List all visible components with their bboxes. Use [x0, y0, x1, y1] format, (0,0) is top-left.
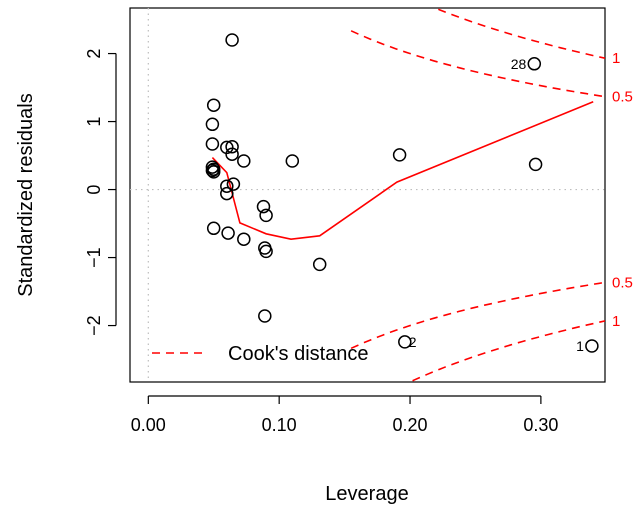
cooks-contour-upper-1	[432, 8, 605, 59]
data-point	[206, 98, 221, 112]
data-point	[256, 199, 271, 214]
data-point	[259, 208, 273, 223]
y-tick-label: −1	[84, 247, 104, 268]
data-point	[398, 335, 412, 349]
data-point	[312, 257, 327, 272]
data-point	[226, 177, 241, 191]
x-tick-label: 0.30	[523, 415, 558, 435]
plot-frame	[129, 7, 606, 383]
legend-label-cooks-distance: Cook's distance	[228, 343, 369, 365]
data-point	[259, 244, 273, 259]
data-point	[527, 57, 542, 71]
y-tick-label: −2	[84, 315, 104, 336]
data-point	[206, 162, 221, 176]
x-axis-title: Leverage	[325, 483, 408, 505]
y-axis-title: Standardized residuals	[15, 93, 37, 296]
legend: Cook's distance	[152, 343, 369, 365]
data-point	[225, 33, 239, 47]
cooks-distance-contours	[350, 8, 605, 382]
point-label: 28	[511, 56, 527, 72]
data-point	[225, 147, 239, 161]
data-point	[205, 117, 220, 132]
cooks-level-label: 1	[612, 50, 620, 67]
cooks-contour-lower-0-5	[350, 281, 605, 350]
x-axis: 0.00 0.10 0.20 0.30	[131, 395, 558, 435]
data-point	[205, 137, 220, 151]
point-labels-group: 28 2 1	[409, 56, 584, 354]
cooks-level-label: 0.5	[612, 89, 633, 106]
cooks-contour-upper-0-5	[350, 30, 605, 98]
data-point	[225, 139, 239, 154]
points-group	[205, 33, 599, 353]
data-point	[206, 221, 221, 236]
y-tick-label: 0	[84, 185, 104, 195]
cooks-level-label: 0.5	[612, 274, 633, 291]
data-point	[528, 157, 543, 172]
data-point	[392, 148, 407, 162]
data-point	[221, 226, 235, 240]
reference-lines	[130, 8, 605, 382]
data-point	[585, 339, 599, 353]
y-axis: −2 −1 0 1 2	[84, 49, 117, 336]
x-tick-label: 0.10	[262, 415, 297, 435]
y-tick-label: 1	[84, 117, 104, 127]
point-label: 1	[576, 338, 584, 354]
cooks-level-label: 1	[612, 313, 620, 330]
data-point	[258, 309, 272, 323]
data-point	[285, 154, 300, 168]
data-point	[220, 179, 234, 193]
x-tick-label: 0.20	[393, 415, 428, 435]
x-tick-label: 0.00	[131, 415, 166, 435]
y-tick-label: 2	[84, 49, 104, 59]
data-point	[237, 154, 251, 168]
data-point	[220, 186, 234, 201]
cooks-contour-lower-1	[407, 320, 605, 382]
data-point	[237, 232, 251, 246]
point-label: 2	[409, 334, 417, 350]
data-point	[205, 163, 220, 178]
cooks-level-labels: 0.5 0.5 1 1	[612, 50, 633, 330]
